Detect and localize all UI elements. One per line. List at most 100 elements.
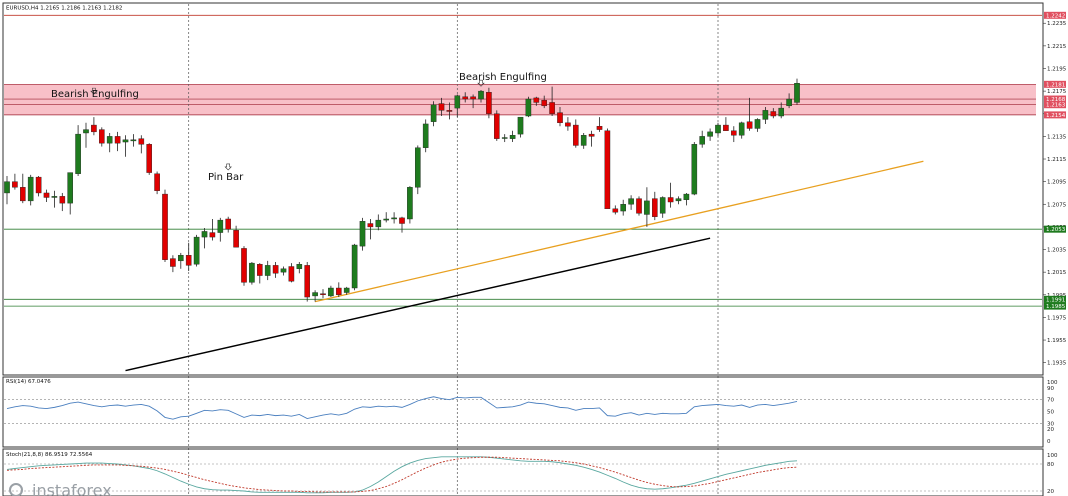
- bullish-candle-body: [351, 244, 358, 289]
- bearish-candle-body: [533, 97, 540, 103]
- candle: [91, 117, 97, 136]
- bullish-candle-body: [296, 264, 303, 269]
- price-tick-label: 1.1995: [1047, 293, 1067, 299]
- candle: [288, 263, 295, 283]
- stoch-axis: 100 80 20: [1047, 453, 1058, 495]
- candle: [731, 126, 737, 143]
- candle: [59, 192, 66, 212]
- candle: [754, 118, 761, 132]
- price-tick-label: 1.1955: [1047, 338, 1067, 344]
- level-label-box: [1044, 11, 1066, 19]
- bullish-candle-body: [786, 98, 792, 107]
- bullish-candle-body: [454, 95, 461, 109]
- bearish-candle-body: [91, 124, 97, 133]
- bullish-candle-body: [130, 139, 137, 142]
- candle: [501, 134, 508, 143]
- candle: [154, 171, 160, 195]
- candle: [675, 196, 682, 205]
- candle: [312, 290, 318, 302]
- candle: [12, 173, 18, 190]
- bearish_mid-arrow-icon: [477, 79, 485, 87]
- bearish-candle-body: [596, 126, 603, 130]
- price-tick-label: 1.1935: [1047, 361, 1067, 367]
- stoch-pane-frame: [2, 448, 1044, 496]
- stoch-tick-label: 100: [1047, 453, 1058, 459]
- rsi-tick-label: 90: [1047, 386, 1054, 392]
- level-label-box: [1044, 80, 1066, 88]
- candle: [241, 246, 247, 286]
- rsi-tick-label: 50: [1047, 410, 1054, 416]
- candle: [193, 234, 200, 267]
- symbol-header: EURUSD,H4 1.2165 1.2186 1.2163 1.2182: [6, 6, 122, 12]
- candle: [27, 174, 34, 206]
- candle: [170, 255, 176, 273]
- pattern-markers: [90, 79, 485, 171]
- stoch-signal-line: [6, 456, 798, 493]
- candle: [351, 243, 358, 291]
- candle: [699, 130, 705, 148]
- bearish-candle-body: [12, 181, 18, 188]
- candle: [565, 117, 571, 131]
- candle: [272, 261, 279, 278]
- stoch-title: Stoch(21,8,8) 86.9519 72.5564: [6, 452, 93, 458]
- candle: [762, 106, 769, 124]
- level-label-box: [1044, 295, 1066, 303]
- bearish-engulfing-left-label: Bearish Engulfing: [51, 89, 139, 100]
- candle: [122, 135, 129, 157]
- level-label-text: 1.2242: [1046, 13, 1065, 19]
- bearish-candle-body: [170, 258, 176, 267]
- bullish-candle-body: [375, 219, 382, 228]
- candle: [533, 96, 540, 106]
- candle: [51, 190, 58, 208]
- candle: [604, 128, 611, 210]
- candle: [296, 261, 303, 274]
- stoch-plot: [4, 456, 1042, 494]
- bearish-candle-body: [612, 208, 619, 213]
- candle: [778, 102, 784, 119]
- bullish-candle-body: [422, 123, 429, 148]
- bearish-candle-body: [746, 121, 753, 129]
- bearish-candle-body: [770, 111, 777, 117]
- bearish-candle-body: [320, 293, 326, 295]
- candle: [264, 260, 271, 281]
- candle: [375, 214, 382, 231]
- stoch-main-line: [6, 456, 798, 494]
- bullish-candle-body: [509, 135, 516, 139]
- bearish-candle-body: [588, 133, 595, 137]
- price-tick-label: 1.1975: [1047, 315, 1067, 321]
- level-label-text: 1.2154: [1046, 113, 1066, 119]
- bullish-candle-body: [328, 287, 334, 297]
- level-label-text: 1.2181: [1046, 82, 1065, 88]
- bearish-engulfing-mid-label: Bearish Engulfing: [459, 72, 547, 83]
- bullish-candle-body: [67, 172, 73, 204]
- price-tick-label: 1.2135: [1047, 134, 1067, 140]
- bullish-candle-body: [83, 129, 89, 134]
- bearish-candle-body: [288, 266, 295, 282]
- candle: [359, 217, 366, 251]
- bullish-candle-body: [280, 268, 287, 273]
- price-tick-label: 1.2115: [1047, 157, 1067, 163]
- bearish-candle-body: [241, 248, 247, 283]
- candle: [470, 94, 476, 109]
- bearish-candle-body: [43, 192, 50, 198]
- candle: [738, 121, 745, 139]
- candle: [723, 117, 729, 131]
- bullish-candle-body: [715, 124, 721, 134]
- candle: [430, 101, 437, 127]
- rsi-plot: [4, 396, 1042, 424]
- bullish-candle-body: [501, 137, 508, 139]
- bullish-candle-body: [659, 197, 666, 214]
- bullish-candle-body: [27, 176, 34, 202]
- bullish-candle-body: [683, 193, 690, 200]
- bullish-candle-body: [106, 136, 113, 144]
- level-price-label: 1.2163: [1044, 101, 1066, 109]
- candle: [794, 78, 800, 105]
- watermark-brand: instaforex: [32, 481, 112, 496]
- candle: [4, 175, 10, 205]
- bullish-candle-body: [359, 221, 366, 247]
- price-tick-label: 1.2015: [1047, 270, 1067, 276]
- candle: [407, 186, 413, 224]
